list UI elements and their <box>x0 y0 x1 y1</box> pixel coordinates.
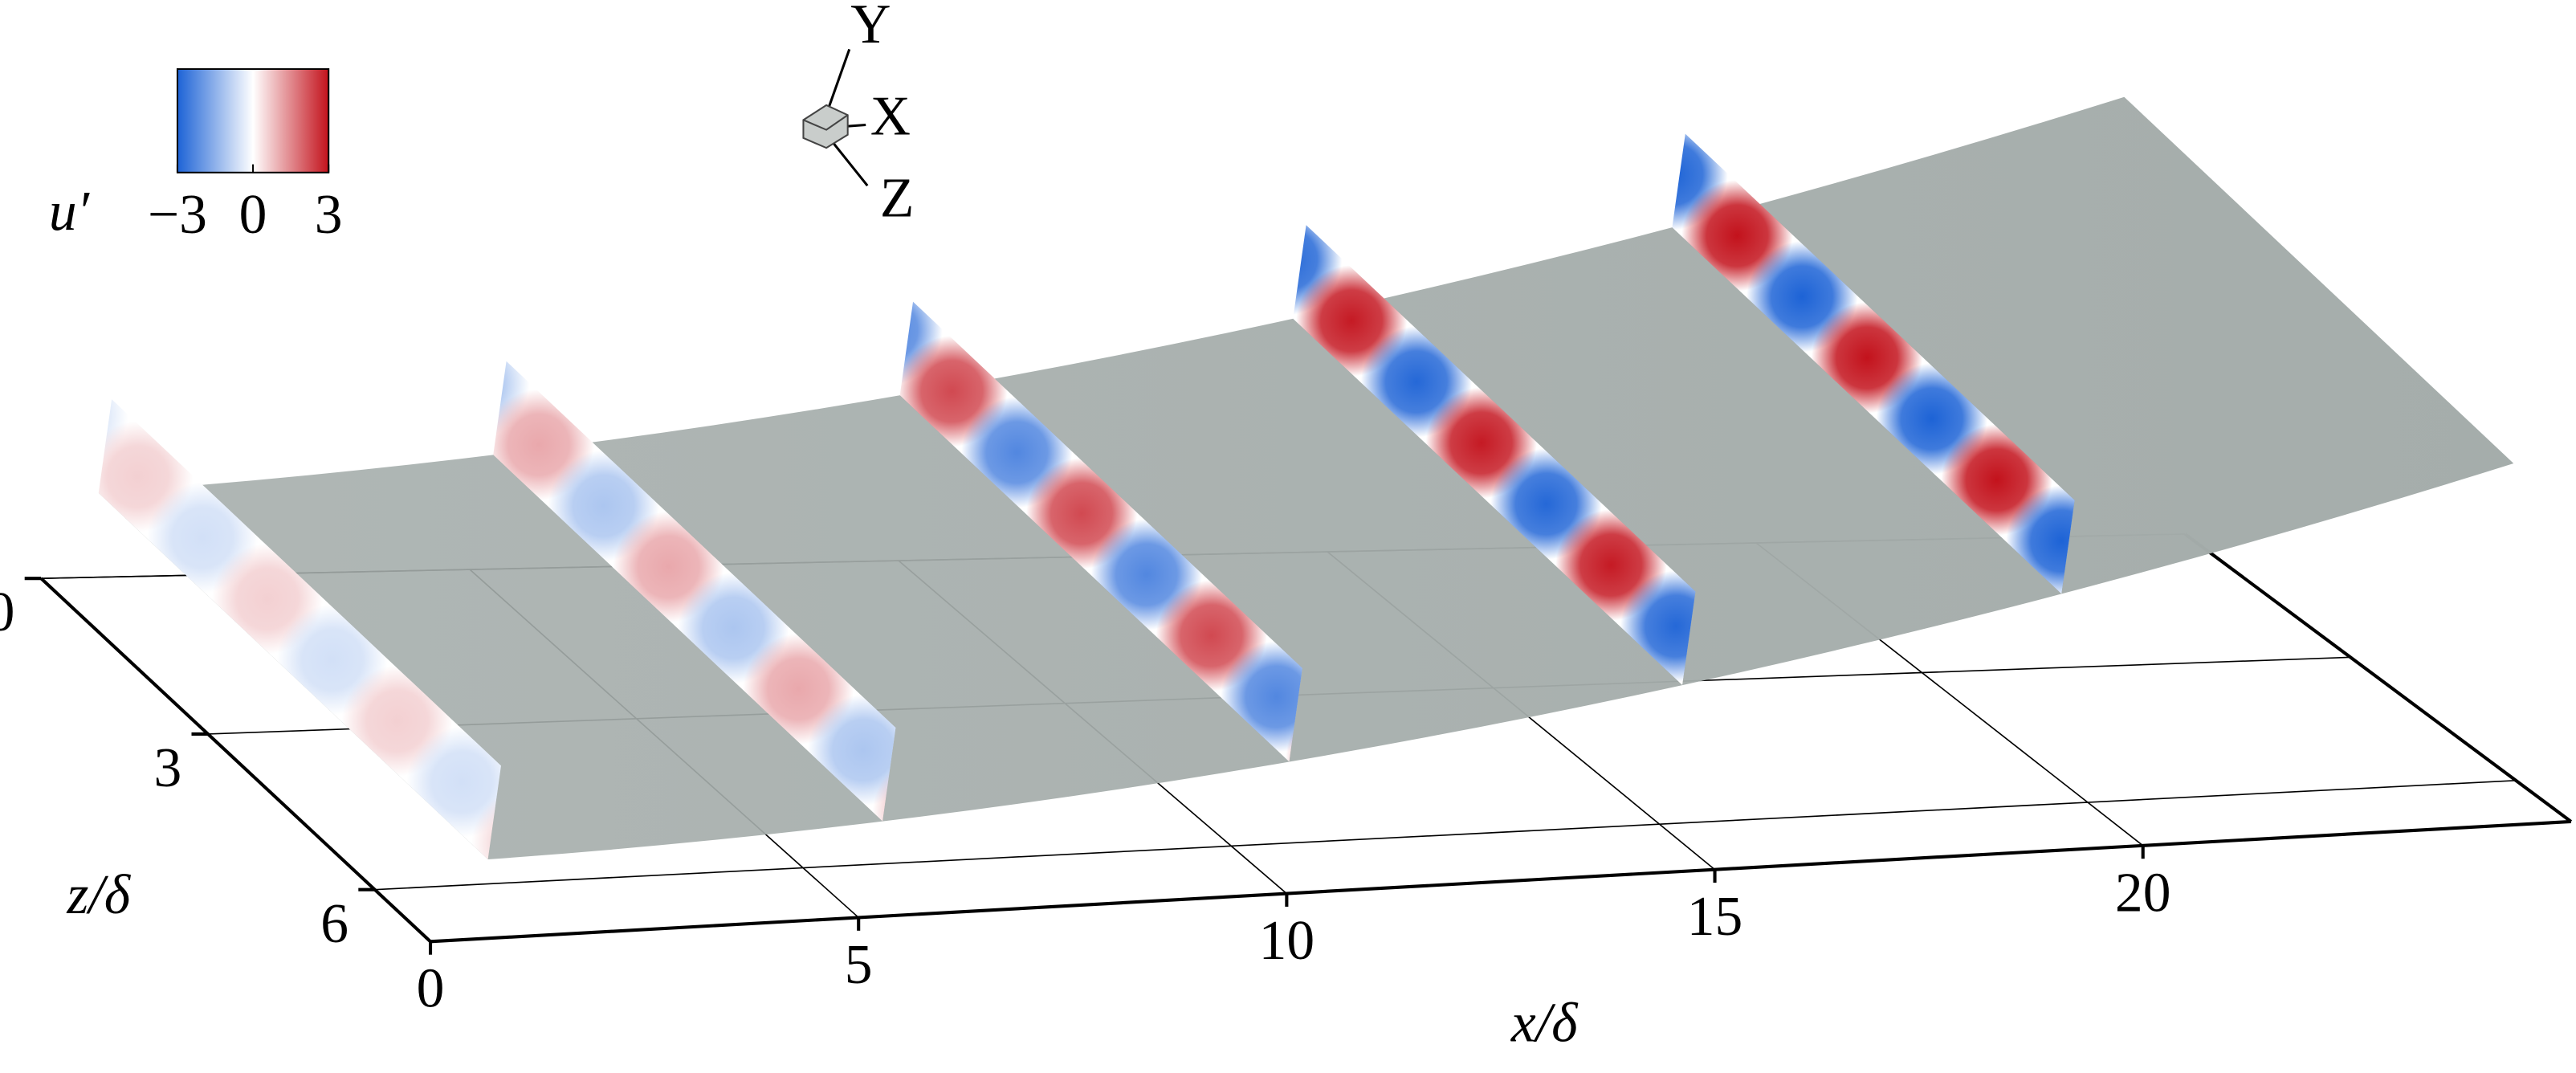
z-axis-label: z/δ <box>66 864 131 926</box>
x-grid-line <box>40 577 431 942</box>
colorbar <box>176 67 330 173</box>
triad-y-label: Y <box>850 0 891 55</box>
colorbar-label: u′ <box>49 181 91 243</box>
z-tick-label: 0 <box>0 581 14 643</box>
x-tick-label: 5 <box>845 934 873 996</box>
z-grid-line <box>374 780 2517 891</box>
x-axis-label: x/δ <box>1510 993 1579 1055</box>
x-tick-label: 10 <box>1259 910 1315 972</box>
triad-x-label: X <box>870 85 911 147</box>
orientation-triad <box>802 48 869 187</box>
x-tick-label: 20 <box>2115 862 2171 924</box>
surface <box>98 96 2514 860</box>
x-tick-label: 0 <box>417 958 445 1020</box>
colorbar-tick-label: 3 <box>315 184 343 246</box>
x-axis-line <box>430 819 2571 944</box>
colorbar-tick-label: 0 <box>239 184 267 246</box>
triad-z-label: Z <box>880 168 914 230</box>
colorbar-tick-label: −3 <box>148 184 207 246</box>
box-edge <box>2183 532 2573 823</box>
z-tick-label: 6 <box>320 893 348 955</box>
z-tick-label: 3 <box>153 737 181 799</box>
x-tick-label: 15 <box>1687 886 1743 948</box>
